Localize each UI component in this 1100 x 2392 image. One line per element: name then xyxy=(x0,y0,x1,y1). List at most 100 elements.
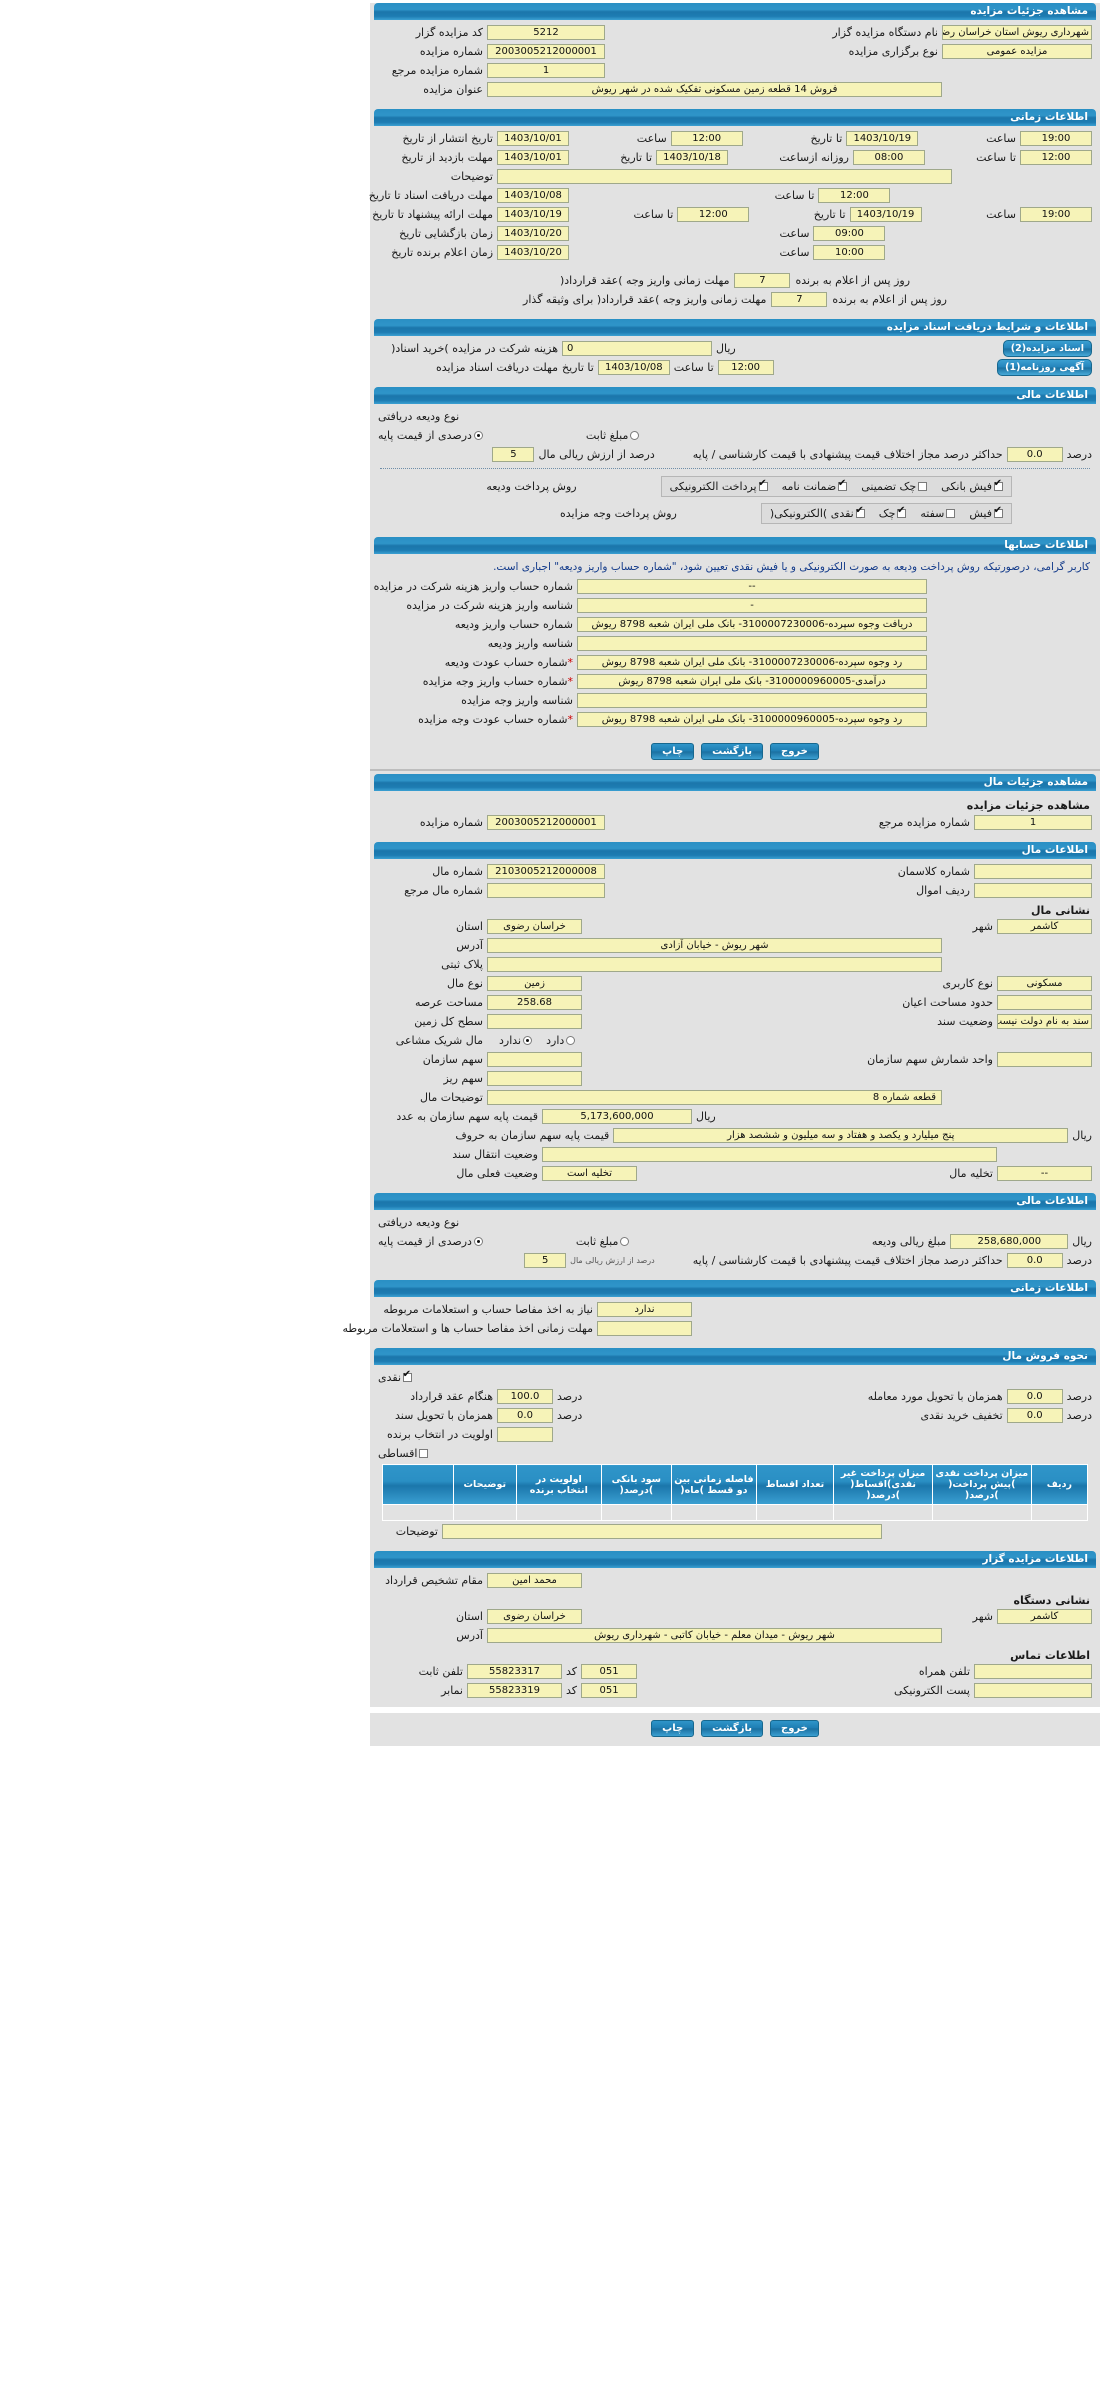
deposit-method-guaranteed-cheque[interactable]: چک تضمینی xyxy=(861,480,928,493)
offer-to-hour-field[interactable]: 19:00 xyxy=(1020,207,1092,222)
publish-hour-field[interactable]: 12:00 xyxy=(670,131,743,146)
deposit-guaranteed-cheque-checkbox[interactable] xyxy=(918,482,928,491)
auction-title-field[interactable]: فروش 14 قطعه زمین مسکونی تفکیک شده در شه… xyxy=(487,82,942,97)
building-area-field[interactable] xyxy=(997,995,1092,1010)
shared-yes-radio-circle[interactable] xyxy=(566,1036,576,1045)
offer-to-date-field[interactable]: 1403/10/19 xyxy=(849,207,922,222)
max-diff-field[interactable]: 0.0 xyxy=(1006,447,1063,462)
payment-cash-checkbox[interactable] xyxy=(855,506,865,518)
doc-deadline-date-field[interactable]: 1403/10/08 xyxy=(597,360,670,375)
transfer-status-field[interactable] xyxy=(542,1147,997,1162)
deposit-guarantee-letter-checkbox[interactable] xyxy=(838,479,848,491)
property-auction-number-field[interactable]: 2003005212000001 xyxy=(487,815,605,830)
cash-sale-checkbox-group[interactable]: نقدی xyxy=(378,1370,413,1384)
visit-daily-to-field[interactable]: 12:00 xyxy=(1020,150,1092,165)
account-auction-payment-field[interactable]: درآمدی-3100000960005- بانک ملی ایران شعب… xyxy=(577,674,927,689)
ref-auction-number-field[interactable]: 1 xyxy=(487,63,605,78)
doc-deadline-hour-field[interactable]: 12:00 xyxy=(717,360,774,375)
property-percent-base-radio[interactable]: درصدی از قیمت پایه xyxy=(378,1235,483,1248)
doc-receive-date-field[interactable]: 1403/10/08 xyxy=(497,188,569,203)
winner-date-field[interactable]: 1403/10/20 xyxy=(497,245,569,260)
property-address-field[interactable]: شهر ریوش - خیابان آزادی xyxy=(487,938,942,953)
mobile-field[interactable] xyxy=(974,1664,1092,1679)
priority-field[interactable] xyxy=(497,1427,553,1442)
time-description-field[interactable] xyxy=(497,169,952,184)
account-auction-return-field[interactable]: رد وجوه سپرده-3100000960005- بانک ملی ای… xyxy=(577,712,927,727)
offer-date-field[interactable]: 1403/10/19 xyxy=(497,207,570,222)
publish-to-hour-field[interactable]: 19:00 xyxy=(1020,131,1092,146)
deposit-electronic-checkbox[interactable] xyxy=(758,479,768,491)
sale-description-field[interactable] xyxy=(442,1524,882,1539)
org-share-field[interactable] xyxy=(487,1052,582,1067)
at-contract-field[interactable]: 100.0 xyxy=(497,1389,553,1404)
ref-property-number-field[interactable] xyxy=(487,883,605,898)
email-field[interactable] xyxy=(974,1683,1092,1698)
at-delivery-field[interactable]: 0.0 xyxy=(1006,1389,1063,1404)
payment-method-cheque[interactable]: چک xyxy=(879,506,907,520)
visit-from-field[interactable]: 1403/10/01 xyxy=(497,150,569,165)
opening-hour-field[interactable]: 09:00 xyxy=(813,226,886,241)
property-fixed-amount-radio-circle[interactable] xyxy=(620,1237,630,1246)
auction-number-field[interactable]: 2003005212000001 xyxy=(487,44,605,59)
doc-receive-hour-field[interactable]: 12:00 xyxy=(818,188,891,203)
org-share-count-field[interactable] xyxy=(997,1052,1092,1067)
payment-method-promissory[interactable]: سفته xyxy=(920,507,956,520)
auctioneer-city-field[interactable]: کاشمر xyxy=(997,1609,1092,1624)
account-participation-id-field[interactable]: - xyxy=(577,598,927,613)
phone-code-field[interactable]: 051 xyxy=(581,1664,638,1679)
vacate-field[interactable]: -- xyxy=(997,1166,1092,1181)
percent-value-field[interactable]: 5 xyxy=(492,447,535,462)
account-deposit-id-field[interactable] xyxy=(577,636,927,651)
payment-cheque-checkbox[interactable] xyxy=(897,506,907,518)
account-deposit-field[interactable]: دریافت وجوه سپرده-3100007230006- بانک مل… xyxy=(577,617,927,632)
percent-of-base-radio-circle[interactable] xyxy=(473,431,483,440)
property-percent-value-field[interactable]: 5 xyxy=(524,1253,567,1268)
shared-option-no[interactable]: ندارد xyxy=(499,1034,533,1047)
installment-checkbox[interactable] xyxy=(419,1449,429,1458)
contract-authority-field[interactable]: محمد امین xyxy=(487,1573,582,1588)
need-clearance-field[interactable]: ندارد xyxy=(597,1302,692,1317)
publish-to-date-field[interactable]: 1403/10/19 xyxy=(846,131,919,146)
at-deed-field[interactable]: 0.0 xyxy=(497,1408,553,1423)
installment-checkbox-group[interactable]: اقساطی xyxy=(378,1447,429,1460)
pay-deadline-deed-days-field[interactable]: 7 xyxy=(771,292,828,307)
print-button-bottom[interactable]: چاپ xyxy=(651,1720,695,1737)
back-button-bottom[interactable]: بازگشت xyxy=(701,1720,763,1737)
print-button[interactable]: چاپ xyxy=(651,743,695,760)
pay-deadline-contract-days-field[interactable]: 7 xyxy=(734,273,791,288)
property-max-diff-field[interactable]: 0.0 xyxy=(1006,1253,1063,1268)
classman-number-field[interactable] xyxy=(974,864,1092,879)
property-area-field[interactable]: 258.68 xyxy=(487,995,582,1010)
newspaper-notice-button[interactable]: آگهی روزنامه(1) xyxy=(997,359,1092,376)
deposit-method-guarantee-letter[interactable]: ضمانت نامه xyxy=(782,479,848,493)
base-price-field[interactable]: 5,173,600,000 xyxy=(542,1109,692,1124)
opening-date-field[interactable]: 1403/10/20 xyxy=(497,226,569,241)
base-price-words-field[interactable]: پنج میلیارد و یکصد و هفتاد و سه میلیون و… xyxy=(613,1128,1069,1143)
auctioneer-code-field[interactable]: 5212 xyxy=(487,25,605,40)
back-button[interactable]: بازگشت xyxy=(701,743,763,760)
cash-discount-field[interactable]: 0.0 xyxy=(1006,1408,1063,1423)
auction-documents-button[interactable]: اسناد مزایده(2) xyxy=(1002,340,1092,357)
exit-button[interactable]: خروج xyxy=(770,743,819,760)
percent-of-base-radio[interactable]: درصدی از قیمت پایه xyxy=(378,429,483,442)
payment-promissory-checkbox[interactable] xyxy=(946,509,956,518)
payment-method-receipt[interactable]: فیش xyxy=(969,506,1003,520)
publish-from-field[interactable]: 1403/10/01 xyxy=(496,131,569,146)
shared-no-radio[interactable]: دارد xyxy=(546,1034,576,1047)
offer-hour-field[interactable]: 12:00 xyxy=(677,207,750,222)
shared-no-radio-circle[interactable] xyxy=(523,1036,533,1045)
property-fixed-amount-radio[interactable]: مبلغ ثابت xyxy=(576,1235,630,1248)
visit-daily-from-field[interactable]: 08:00 xyxy=(852,150,925,165)
deposit-method-bank-receipt[interactable]: فیش بانکی xyxy=(941,479,1003,493)
visit-to-field[interactable]: 1403/10/18 xyxy=(656,150,728,165)
current-status-field[interactable]: تخلیه است xyxy=(542,1166,637,1181)
exit-button-bottom[interactable]: خروج xyxy=(770,1720,819,1737)
payment-method-cash[interactable]: نقدی )الکترونیکی( xyxy=(770,506,865,520)
property-city-field[interactable]: کاشمر xyxy=(997,919,1092,934)
property-description-field[interactable]: قطعه شماره 8 xyxy=(487,1090,942,1105)
property-percent-base-radio-circle[interactable] xyxy=(473,1237,483,1246)
property-postal-field[interactable] xyxy=(487,957,942,972)
auctioneer-name-field[interactable]: شهرداری ریوش استان خراسان رضوی xyxy=(942,25,1092,40)
account-deposit-return-field[interactable]: رد وجوه سپرده-3100007230006- بانک ملی ای… xyxy=(577,655,927,670)
fixed-amount-radio-circle[interactable] xyxy=(630,431,640,440)
